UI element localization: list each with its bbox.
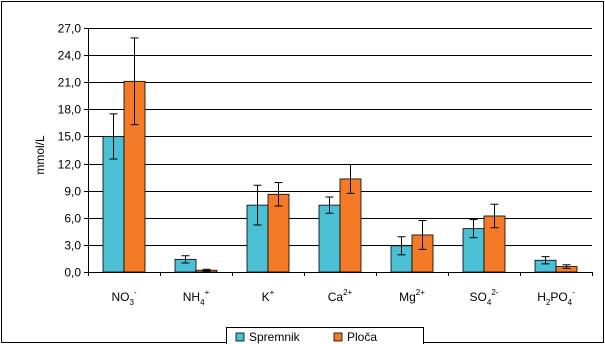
- x-tick-label: K+: [262, 288, 275, 304]
- y-tick-label: 6,0: [64, 212, 81, 226]
- x-tick-label: H2PO4-: [537, 288, 575, 307]
- y-tick-label: 27,0: [58, 22, 82, 36]
- y-tick-label: 9,0: [64, 185, 81, 199]
- y-tick-label: 12,0: [58, 158, 82, 172]
- y-axis-label: mmol/L: [33, 135, 47, 175]
- legend-swatch-ploca: [333, 332, 343, 342]
- bars: [102, 80, 578, 273]
- y-tick-label: 15,0: [58, 130, 82, 144]
- x-tick-label: SO42-: [470, 288, 499, 307]
- legend-label-ploca: Ploča: [347, 330, 377, 344]
- x-tick-label: Mg2+: [399, 288, 425, 304]
- y-tick-label: 0,0: [64, 266, 81, 280]
- legend-swatch-spremnik: [235, 332, 245, 342]
- y-tick-labels: 0,0 3,0 6,0 9,0 12,0 15,0 18,0 21,0 24,0 27,0: [58, 22, 82, 280]
- bar-spremnik-3: [318, 204, 341, 273]
- x-tick-label: Ca2+: [328, 288, 353, 304]
- legend-box: [226, 327, 424, 344]
- y-tick-label: 18,0: [58, 103, 82, 117]
- error-bars: [109, 37, 571, 272]
- legend-label-spremnik: Spremnik: [249, 330, 301, 344]
- legend: Spremnik Ploča: [226, 327, 424, 344]
- y-tick-label: 24,0: [58, 49, 82, 63]
- x-tick-labels: NO3- NH4+ K+ Ca2+ Mg2+ SO42- H2PO4-: [88, 272, 593, 307]
- x-tick-label: NO3-: [111, 288, 136, 307]
- x-tick-label: NH4+: [183, 288, 210, 307]
- y-tick-label: 3,0: [64, 239, 81, 253]
- y-tick-label: 21,0: [58, 76, 82, 90]
